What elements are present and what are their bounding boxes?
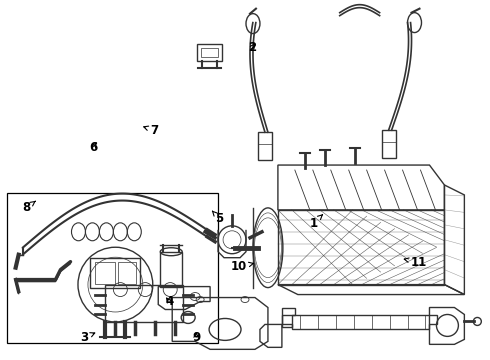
Text: 5: 5 xyxy=(213,211,224,225)
Text: 4: 4 xyxy=(165,296,173,309)
Text: 9: 9 xyxy=(192,331,200,344)
Bar xyxy=(91,258,140,288)
Text: 3: 3 xyxy=(80,331,95,344)
Bar xyxy=(201,48,218,58)
Bar xyxy=(119,262,136,284)
Text: 11: 11 xyxy=(404,256,427,269)
Text: 2: 2 xyxy=(248,41,256,54)
Bar xyxy=(96,262,115,284)
Text: 8: 8 xyxy=(22,201,35,215)
Text: 6: 6 xyxy=(89,140,98,153)
Bar xyxy=(160,252,182,287)
Text: 1: 1 xyxy=(309,215,322,230)
Bar xyxy=(278,210,444,285)
Bar xyxy=(6,193,218,343)
Bar xyxy=(382,130,395,158)
Bar xyxy=(105,285,183,323)
Bar xyxy=(197,44,222,62)
Bar xyxy=(258,132,272,160)
Text: 7: 7 xyxy=(144,124,159,137)
Text: 10: 10 xyxy=(231,260,253,273)
